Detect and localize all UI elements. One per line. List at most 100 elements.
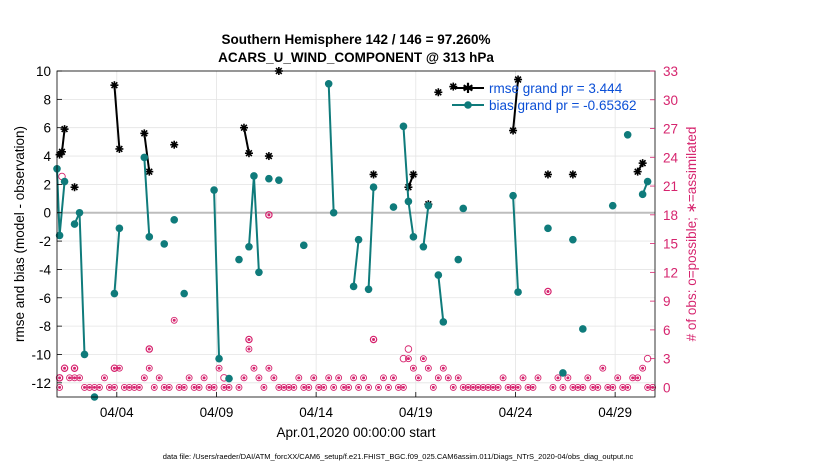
- y-tick-label: 8: [43, 92, 51, 107]
- rmse-marker-center: [172, 143, 176, 147]
- obs-assimilated-marker: [120, 383, 128, 391]
- obs-assimilated-center: [58, 385, 62, 389]
- obs-assimilated-center: [526, 385, 530, 389]
- rmse-marker-center: [147, 170, 151, 174]
- bias-marker: [255, 268, 263, 277]
- legend-bias-label: bias grand pr = -0.65362: [489, 98, 636, 113]
- obs-assimilated-marker: [564, 374, 572, 382]
- obs-assimilated-center: [382, 376, 386, 380]
- rmse-marker-center: [72, 185, 77, 189]
- obs-assimilated-marker: [155, 374, 163, 382]
- rmse-marker-center: [516, 77, 520, 82]
- obs-assimilated-center: [68, 376, 72, 380]
- bias-marker: [170, 216, 179, 224]
- obs-assimilated-center: [177, 385, 181, 389]
- obs-assimilated-center: [461, 385, 465, 389]
- rmse-marker-center: [62, 127, 67, 131]
- obs-assimilated-center: [202, 376, 206, 380]
- x-tick-label: 04/09: [200, 405, 234, 420]
- bias-marker: [579, 325, 587, 333]
- y2-tick-label: 21: [663, 179, 678, 194]
- rmse-line-segment: [113, 85, 121, 150]
- obs-assimilated-marker: [524, 383, 532, 391]
- obs-assimilated-marker: [574, 383, 582, 391]
- obs-possible-marker: [55, 374, 64, 382]
- obs-assimilated-center: [611, 385, 615, 389]
- obs-assimilated-center: [297, 376, 301, 380]
- y2-tick-label: 24: [663, 150, 679, 165]
- obs-assimilated-marker: [494, 383, 502, 391]
- bias-line-segment: [113, 228, 121, 294]
- bias-marker: [324, 79, 333, 88]
- rmse-marker: [57, 147, 66, 156]
- obs-assimilated-marker: [140, 374, 148, 382]
- obs-assimilated-center: [586, 376, 590, 380]
- obs-assimilated-marker: [275, 383, 283, 391]
- obs-assimilated-center: [601, 366, 605, 370]
- obs-assimilated-center: [222, 385, 226, 389]
- obs-assimilated-marker: [365, 383, 373, 391]
- obs-assimilated-marker: [444, 374, 452, 382]
- obs-assimilated-marker: [549, 383, 557, 391]
- obs-assimilated-marker: [459, 383, 467, 391]
- legend: ✱ rmse grand pr = 3.444 bias grand pr = …: [452, 81, 636, 113]
- obs-assimilated-center: [212, 385, 216, 389]
- legend-rmse-label: rmse grand pr = 3.444: [489, 81, 623, 96]
- rmse-marker-center: [117, 147, 121, 151]
- rmse-marker-center: [546, 172, 550, 177]
- obs-assimilated-marker: [135, 383, 143, 391]
- obs-assimilated-marker: [265, 364, 273, 372]
- bias-marker: [275, 176, 283, 184]
- x-axis: 04/04 04/09 04/14 04/19 04/24 04/29: [100, 392, 632, 420]
- obs-assimilated-marker: [240, 374, 248, 382]
- obs-assimilated-marker: [380, 374, 387, 382]
- obs-assimilated-marker: [529, 383, 537, 391]
- obs-assimilated-center: [127, 385, 131, 389]
- chart-title: Southern Hemisphere 142 / 146 = 97.260%: [221, 32, 490, 47]
- obs-assimilated-marker: [390, 374, 397, 382]
- y2-tick-label: 6: [663, 323, 671, 338]
- obs-assimilated-center: [536, 376, 540, 380]
- obs-assimilated-marker: [105, 383, 113, 391]
- rmse-line-segment: [242, 127, 250, 154]
- obs-assimilated-center: [352, 376, 356, 380]
- obs-assimilated-center: [192, 385, 196, 389]
- bias-marker: [140, 153, 149, 162]
- obs-possible-marker: [70, 364, 79, 372]
- obs-assimilated-center: [631, 376, 635, 380]
- obs-assimilated-center: [426, 366, 430, 370]
- bias-marker: [80, 350, 89, 359]
- obs-assimilated-marker: [399, 383, 407, 391]
- obs-assimilated-center: [252, 366, 256, 370]
- obs-assimilated-marker: [110, 383, 118, 391]
- obs-assimilated-marker: [554, 374, 562, 382]
- obs-assimilated-marker: [519, 374, 527, 382]
- obs-assimilated-marker: [559, 383, 567, 391]
- bias-marker: [75, 208, 84, 217]
- rmse-marker: [409, 170, 418, 179]
- rmse-marker: [509, 126, 518, 135]
- bias-marker: [265, 174, 273, 183]
- rmse-marker: [638, 159, 647, 168]
- obs-assimilated-center: [636, 376, 640, 380]
- obs-assimilated-center: [367, 385, 371, 389]
- obs-assimilated-marker: [325, 374, 333, 382]
- obs-assimilated-marker: [434, 374, 442, 382]
- x-tick-label: 04/14: [299, 405, 333, 420]
- obs-assimilated-marker: [290, 383, 298, 391]
- x-tick-label: 04/19: [399, 405, 433, 420]
- bias-marker: [250, 172, 258, 180]
- obs-assimilated-center: [576, 385, 580, 389]
- bias-line-segment: [437, 274, 445, 322]
- obs-assimilated-marker: [479, 383, 487, 391]
- obs-assimilated-marker: [350, 374, 358, 382]
- rmse-marker: [244, 149, 253, 158]
- obs-assimilated-marker: [66, 374, 74, 382]
- obs-assimilated-center: [242, 376, 246, 380]
- obs-assimilated-center: [92, 385, 96, 389]
- obs-assimilated-marker: [634, 374, 642, 382]
- obs-assimilated-marker: [235, 383, 243, 391]
- bias-marker: [299, 241, 308, 250]
- obs-possible-marker: [265, 211, 273, 219]
- obs-assimilated-marker: [165, 383, 173, 391]
